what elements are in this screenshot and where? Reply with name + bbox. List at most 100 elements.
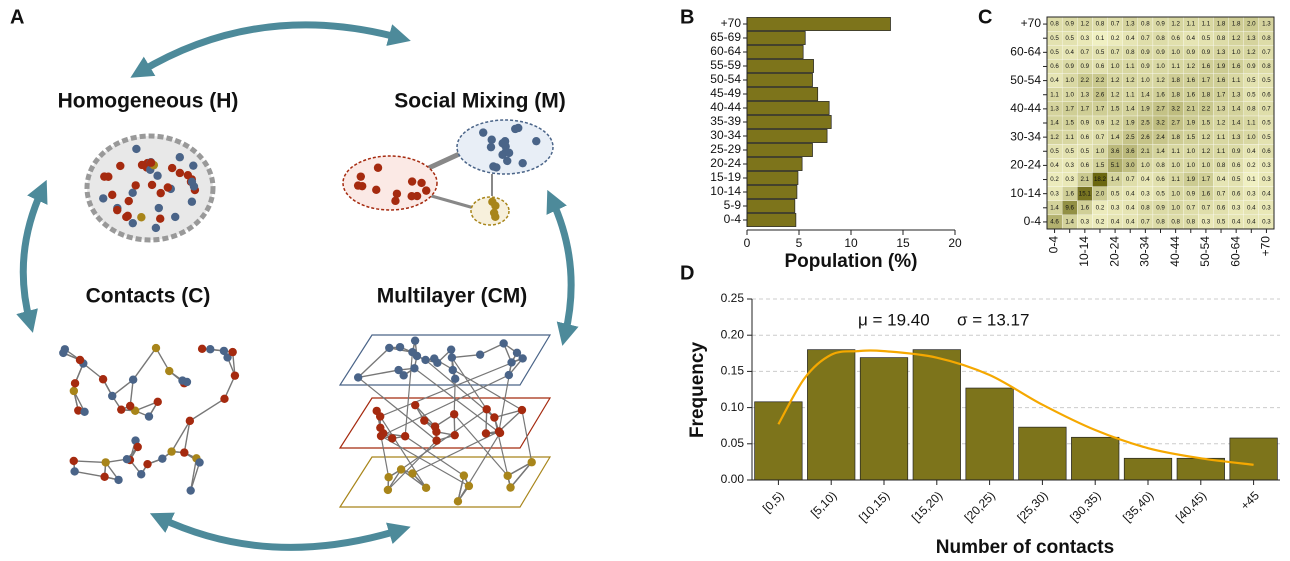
x-tick-label: 50-54: [1198, 236, 1212, 267]
node: [373, 163, 383, 172]
node: [132, 144, 141, 154]
node: [518, 158, 527, 168]
x-tick-label: [20,25): [962, 488, 998, 524]
cell-label: 0.4: [1232, 219, 1241, 226]
cell-label: 1.7: [1081, 106, 1090, 113]
node: [137, 470, 146, 479]
cell-label: 1.1: [1186, 21, 1195, 28]
cell-label: 1.2: [1171, 21, 1180, 28]
node: [189, 161, 198, 170]
x-tick-label: 5: [796, 236, 803, 250]
x-tick-label: [15,20): [909, 488, 945, 524]
node: [151, 343, 161, 353]
node: [219, 346, 229, 356]
node: [451, 374, 460, 384]
y-tick-label: 55-59: [710, 58, 741, 72]
cell-label: 0.7: [1186, 204, 1195, 211]
node: [399, 371, 408, 380]
node: [183, 170, 193, 180]
node: [432, 436, 441, 445]
cell-label: 0.7: [1217, 190, 1226, 197]
cell-label: 1.1: [1217, 134, 1226, 141]
inter-edge: [400, 408, 488, 470]
node: [131, 436, 140, 445]
cell-label: 0.5: [1262, 77, 1271, 84]
node: [394, 365, 403, 375]
bar: [746, 59, 814, 73]
cell-label: 1.8: [1232, 21, 1241, 28]
cell-label: 0.6: [1081, 162, 1090, 169]
node: [100, 472, 109, 481]
node: [517, 405, 527, 415]
node: [532, 136, 541, 146]
bar: [746, 185, 798, 199]
node: [69, 456, 78, 466]
x-tick-label: [25,30): [1014, 488, 1050, 524]
edge: [155, 347, 170, 372]
bar: [746, 171, 799, 185]
cell-label: 2.2: [1202, 106, 1211, 113]
node: [527, 458, 536, 467]
x-tick-label: 0: [744, 236, 751, 250]
node: [223, 353, 232, 362]
cell-label: 1.0: [1247, 134, 1256, 141]
cell-label: 5.1: [1111, 162, 1120, 169]
y-tick-label: 0-4: [1024, 214, 1042, 228]
cell-label: 0.5: [1111, 190, 1120, 197]
inter-edge: [379, 357, 523, 418]
cell-label: 0.8: [1096, 21, 1105, 28]
cell-label: 1.7: [1202, 77, 1211, 84]
model-title: Homogeneous (H): [58, 90, 239, 113]
cell-label: 0.4: [1050, 77, 1059, 84]
node: [114, 475, 123, 485]
bar: [746, 45, 804, 59]
node: [122, 212, 131, 222]
node: [410, 336, 420, 345]
cell-label: 1.4: [1050, 120, 1059, 127]
bar: [746, 129, 828, 143]
edge: [451, 353, 481, 359]
cycle-arrow: [546, 189, 579, 346]
cell-label: 0.4: [1050, 162, 1059, 169]
cell-label: 4.6: [1050, 219, 1059, 226]
cell-label: 1.1: [1171, 176, 1180, 183]
node: [197, 344, 207, 354]
node: [128, 218, 137, 228]
cell-label: 1.8: [1171, 77, 1180, 84]
y-tick-label: 20-24: [1010, 158, 1041, 172]
x-tick-label: 15: [896, 236, 910, 250]
cell-label: 0.9: [1096, 120, 1105, 127]
cell-label: 0.9: [1156, 49, 1165, 56]
x-tick-label: [10,15): [856, 488, 892, 524]
cell-label: 1.2: [1247, 49, 1256, 56]
inter-edge: [380, 435, 470, 487]
panel-label: D: [680, 262, 694, 284]
bar: [746, 199, 796, 213]
cell-label: 3.2: [1156, 120, 1165, 127]
cell-label: 1.2: [1232, 35, 1241, 42]
edge: [494, 409, 523, 419]
x-tick-label: 10-14: [1077, 236, 1091, 267]
inter-edge: [380, 374, 510, 437]
edge: [414, 404, 436, 428]
cell-label: 1.9: [1126, 120, 1135, 127]
edge: [73, 460, 106, 464]
cell-label: 0.8: [1126, 49, 1135, 56]
model-title: Contacts (C): [86, 285, 211, 308]
node: [113, 205, 122, 215]
cell-label: 0.3: [1065, 162, 1074, 169]
node: [384, 473, 393, 482]
node: [433, 358, 442, 368]
cell-label: 0.7: [1262, 106, 1271, 113]
cell-label: 0.8: [1217, 162, 1226, 169]
y-tick-label: 35-39: [710, 114, 741, 128]
cell-label: 1.3: [1262, 21, 1271, 28]
cell-label: 0.6: [1081, 134, 1090, 141]
annotation: σ = 13.17: [957, 310, 1029, 329]
cell-label: 1.2: [1111, 91, 1120, 98]
cell-label: 0.3: [1081, 35, 1090, 42]
cell-label: 1.1: [1247, 120, 1256, 127]
node: [158, 454, 167, 463]
cell-label: 3.6: [1126, 148, 1135, 155]
cell-label: 1.4: [1050, 204, 1059, 211]
